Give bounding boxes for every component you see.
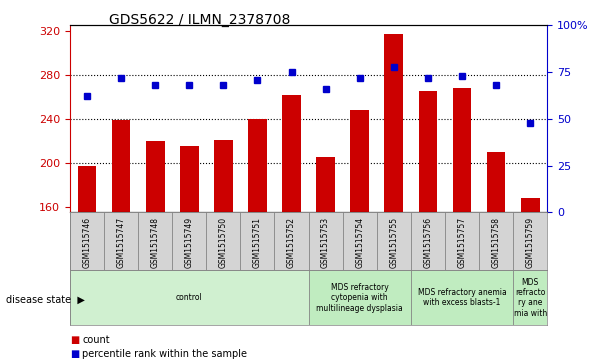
Bar (513, 212, 547, 270)
Bar (486, 152, 505, 212)
Text: GSM1515746: GSM1515746 (83, 217, 91, 268)
Bar (513, 270, 547, 325)
Text: GSM1515755: GSM1515755 (389, 217, 398, 268)
Bar (78, 166, 96, 212)
Bar (350, 110, 369, 212)
Bar (384, 34, 403, 212)
Text: GSM1515751: GSM1515751 (253, 217, 262, 268)
Text: ■: ■ (70, 335, 79, 346)
Text: GSM1515754: GSM1515754 (355, 217, 364, 268)
Text: percentile rank within the sample: percentile rank within the sample (82, 349, 247, 359)
Bar (411, 270, 513, 325)
Bar (112, 120, 131, 212)
Text: MDS
refracto
ry ane
mia with: MDS refracto ry ane mia with (514, 278, 547, 318)
Bar (479, 212, 513, 270)
Bar (521, 198, 539, 212)
Text: GSM1515753: GSM1515753 (321, 217, 330, 268)
Bar (240, 212, 274, 270)
Text: count: count (82, 335, 109, 346)
Text: GSM1515750: GSM1515750 (219, 217, 228, 268)
Text: GSM1515756: GSM1515756 (423, 217, 432, 268)
Bar (104, 212, 138, 270)
Bar (180, 146, 199, 212)
Text: GSM1515757: GSM1515757 (457, 217, 466, 268)
Bar (308, 270, 411, 325)
Text: GSM1515748: GSM1515748 (151, 217, 160, 268)
Bar (274, 212, 308, 270)
Bar (308, 212, 343, 270)
Bar (70, 270, 308, 325)
Text: GSM1515749: GSM1515749 (185, 217, 194, 268)
Bar (70, 212, 104, 270)
Text: control: control (176, 293, 202, 302)
Text: disease state  ▶: disease state ▶ (6, 294, 85, 305)
Text: GSM1515747: GSM1515747 (117, 217, 126, 268)
Text: GSM1515752: GSM1515752 (287, 217, 296, 268)
Text: MDS refractory
cytopenia with
multilineage dysplasia: MDS refractory cytopenia with multilinea… (316, 283, 403, 313)
Text: ■: ■ (70, 349, 79, 359)
Bar (452, 88, 471, 212)
Bar (138, 212, 172, 270)
Bar (411, 212, 445, 270)
Bar (206, 212, 240, 270)
Text: MDS refractory anemia
with excess blasts-1: MDS refractory anemia with excess blasts… (418, 288, 506, 307)
Text: GSM1515758: GSM1515758 (491, 217, 500, 268)
Bar (214, 140, 233, 212)
Bar (418, 91, 437, 212)
Bar (146, 141, 165, 212)
Bar (316, 158, 335, 212)
Bar (282, 95, 301, 212)
Bar (377, 212, 411, 270)
Bar (172, 212, 206, 270)
Bar (343, 212, 377, 270)
Text: GDS5622 / ILMN_2378708: GDS5622 / ILMN_2378708 (109, 13, 291, 27)
Bar (445, 212, 479, 270)
Text: GSM1515759: GSM1515759 (526, 217, 534, 268)
Bar (248, 119, 267, 212)
